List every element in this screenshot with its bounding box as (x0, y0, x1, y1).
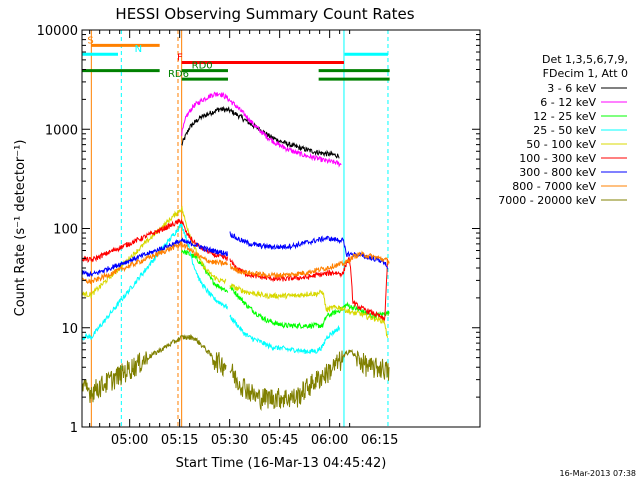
legend-header: Det 1,3,5,6,7,9, (542, 53, 628, 66)
series-line (81, 205, 388, 338)
legend-entry-label: 7000 - 20000 keV (498, 194, 596, 207)
flag-label: S (87, 35, 93, 46)
x-tick-label: 06:15 (361, 433, 398, 448)
series-line (81, 333, 390, 412)
series-line (181, 91, 342, 168)
x-axis-label: Start Time (16-Mar-13 04:45:42) (176, 456, 387, 471)
y-tick-label: 1000 (45, 123, 78, 138)
x-tick-label: 06:00 (311, 433, 348, 448)
legend-entry-label: 12 - 25 keV (533, 110, 596, 123)
x-tick-label: 05:15 (161, 433, 198, 448)
legend-entry-label: 6 - 12 keV (540, 96, 596, 109)
y-tick-label: 10 (61, 322, 78, 337)
chart-title: HESSI Observing Summary Count Rates (115, 5, 414, 23)
flag-label: N (135, 44, 142, 55)
y-tick-label: 10000 (37, 24, 78, 39)
footer-date: 16-Mar-2013 07:38 (560, 469, 637, 478)
legend-entry-label: 300 - 800 keV (519, 166, 596, 179)
flag-label: F (177, 53, 183, 64)
x-tick-label: 05:45 (261, 433, 298, 448)
legend-entry-label: 100 - 300 keV (519, 152, 596, 165)
series-line (81, 223, 340, 355)
x-tick-label: 05:00 (111, 433, 148, 448)
legend-header: FDecim 1, Att 0 (543, 67, 628, 80)
y-tick-label: 100 (53, 223, 78, 238)
y-tick-label: 1 (70, 421, 78, 436)
x-tick-label: 05:30 (211, 433, 248, 448)
y-axis-label: Count Rate (s⁻¹ detector⁻¹) (13, 140, 28, 317)
legend: Det 1,3,5,6,7,9,FDecim 1, Att 0 3 - 6 keV… (498, 53, 628, 207)
series-line (81, 241, 390, 286)
legend-entry-label: 800 - 7000 keV (512, 180, 596, 193)
flag-label: RD0 (192, 61, 213, 72)
legend-entry-label: 25 - 50 keV (533, 124, 596, 137)
legend-entry-label: 50 - 100 keV (526, 138, 596, 151)
legend-entry-label: 3 - 6 keV (547, 82, 596, 95)
flag-label: RD6 (168, 69, 189, 80)
series-line (81, 231, 388, 277)
